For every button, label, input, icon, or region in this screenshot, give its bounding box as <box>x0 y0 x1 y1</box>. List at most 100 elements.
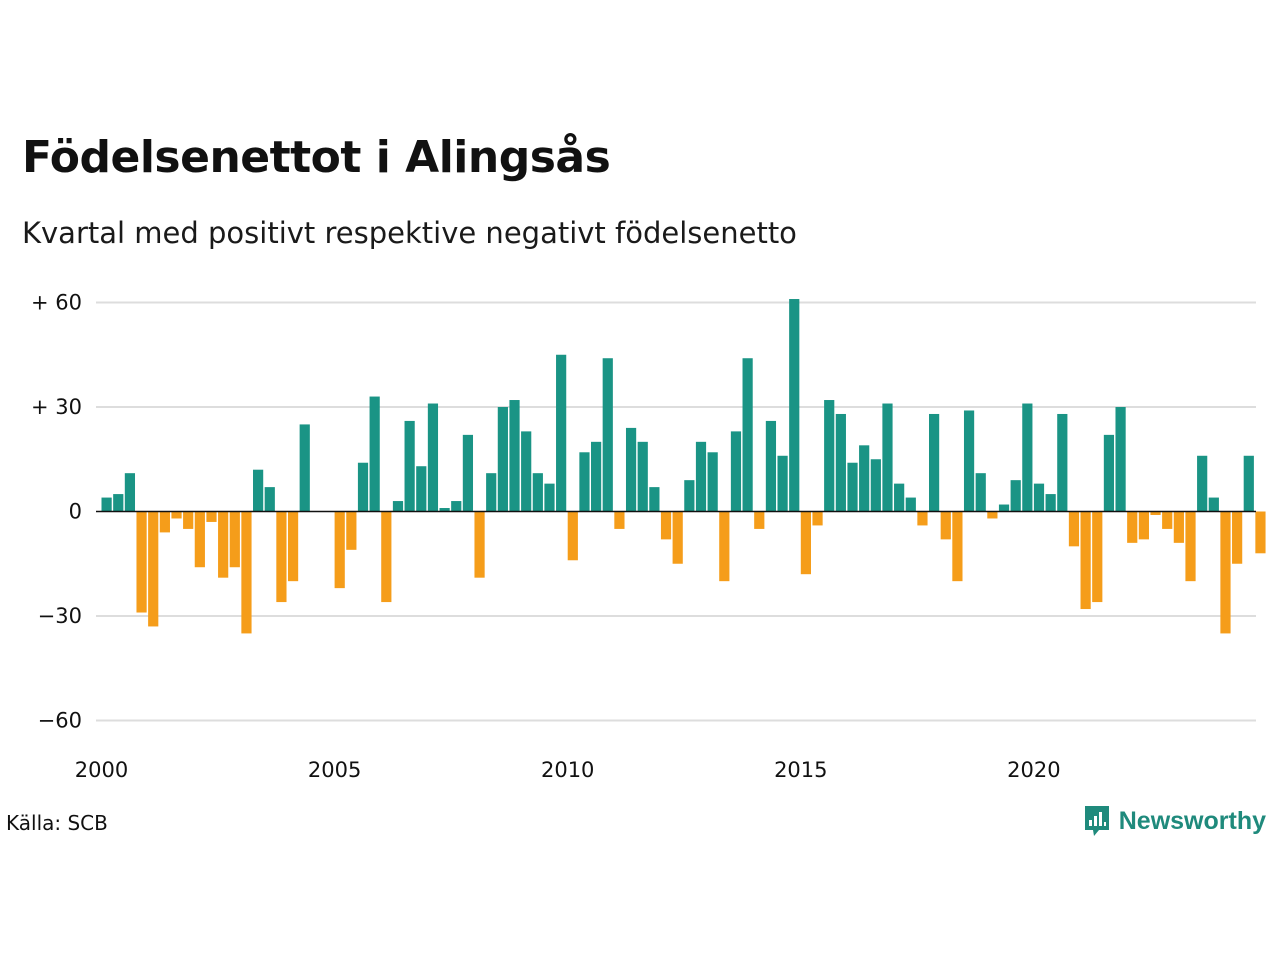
bar-positive <box>1057 413 1068 512</box>
bar-negative <box>1162 511 1173 529</box>
bar-positive <box>439 508 450 512</box>
bars <box>101 299 1266 634</box>
bar-positive <box>963 410 975 512</box>
bar-positive <box>369 396 380 512</box>
bar-positive <box>1197 455 1208 512</box>
bar-negative <box>474 511 485 578</box>
x-tick-label: 2005 <box>308 758 361 782</box>
bar-positive <box>789 299 800 512</box>
bar-positive <box>602 358 613 512</box>
bar-positive <box>509 400 520 512</box>
bar-negative <box>229 511 240 568</box>
bar-positive <box>532 473 543 512</box>
bar-positive <box>625 427 637 512</box>
bar-positive <box>404 420 415 512</box>
bar-positive <box>1022 403 1033 512</box>
bar-positive <box>416 466 427 512</box>
bar-negative <box>917 511 928 526</box>
bar-negative <box>1173 511 1184 543</box>
bar-positive <box>637 441 648 512</box>
bar-positive <box>124 473 136 512</box>
brand-logo: Newsworthy <box>1083 804 1266 838</box>
bar-positive <box>684 480 695 512</box>
y-tick-label: −30 <box>38 604 82 628</box>
bar-positive <box>859 445 870 512</box>
y-tick-label: + 60 <box>31 291 82 315</box>
bar-positive <box>113 494 124 512</box>
bar-positive <box>695 441 707 512</box>
bar-negative <box>194 511 205 568</box>
bar-positive <box>975 473 986 512</box>
bar-positive <box>742 358 753 512</box>
brand-name: Newsworthy <box>1118 806 1266 835</box>
bar-negative <box>1220 511 1231 634</box>
bar-positive <box>730 431 742 512</box>
bar-positive <box>544 483 555 512</box>
bar-positive <box>497 407 508 512</box>
bar-negative <box>719 511 730 582</box>
bar-positive <box>462 434 474 512</box>
bar-positive <box>1045 494 1056 512</box>
bar-negative <box>754 511 765 529</box>
bar-positive <box>777 455 788 512</box>
x-tick-label: 2020 <box>1007 758 1060 782</box>
bar-negative <box>660 511 672 540</box>
y-tick-label: 0 <box>69 500 82 524</box>
bar-positive <box>649 487 660 512</box>
bar-negative <box>1138 511 1149 540</box>
bar-positive <box>870 459 881 512</box>
bar-negative <box>567 511 578 561</box>
grid-lines <box>96 301 1256 722</box>
bar-negative <box>148 511 159 627</box>
bar-positive <box>1243 455 1254 512</box>
bar-negative <box>614 511 625 529</box>
bar-negative <box>672 511 683 564</box>
bar-positive <box>591 441 602 512</box>
bar-positive <box>835 413 846 512</box>
bar-negative <box>1127 511 1138 543</box>
bar-negative <box>1068 511 1080 547</box>
bar-positive <box>998 504 1010 512</box>
bar-negative <box>1255 511 1266 554</box>
bar-positive <box>1208 497 1219 512</box>
bar-positive <box>824 400 835 512</box>
bar-negative <box>800 511 811 575</box>
y-tick-label: −60 <box>38 709 82 733</box>
bar-positive <box>847 462 858 512</box>
bar-positive <box>299 424 310 512</box>
bar-positive <box>765 420 777 512</box>
bar-positive <box>486 473 497 512</box>
bar-positive <box>101 497 112 512</box>
y-tick-label: + 30 <box>31 395 82 419</box>
bar-negative <box>940 511 951 540</box>
y-axis-labels: + 60 + 30 0 −30 −60 <box>31 291 82 733</box>
bar-negative <box>334 511 345 589</box>
bar-positive <box>929 413 940 512</box>
bar-negative <box>346 511 357 550</box>
chart-subtitle: Kvartal med positivt respektive negativt… <box>22 216 797 250</box>
bar-negative <box>381 511 392 603</box>
bar-negative <box>1080 511 1091 610</box>
bar-negative <box>987 511 998 519</box>
chart-title: Födelsenettot i Alingsås <box>22 132 611 183</box>
bar-positive <box>1010 480 1021 512</box>
bar-positive <box>357 462 369 512</box>
bar-negative <box>1232 511 1243 564</box>
x-tick-label: 2015 <box>774 758 827 782</box>
bar-negative <box>1185 511 1196 582</box>
bar-positive <box>1115 407 1126 512</box>
bar-positive <box>1033 483 1045 512</box>
bar-positive <box>253 469 264 512</box>
source-note: Källa: SCB <box>6 811 108 835</box>
bar-negative <box>218 511 229 578</box>
bar-positive <box>451 501 462 512</box>
x-axis-labels: 2000 2005 2010 2015 2020 <box>75 758 1061 782</box>
bar-positive <box>707 452 718 512</box>
bar-negative <box>171 511 182 519</box>
bar-positive <box>894 483 905 512</box>
bar-positive <box>1103 434 1115 512</box>
bar-negative <box>1150 511 1161 515</box>
bar-negative <box>287 511 299 582</box>
x-tick-label: 2000 <box>75 758 128 782</box>
